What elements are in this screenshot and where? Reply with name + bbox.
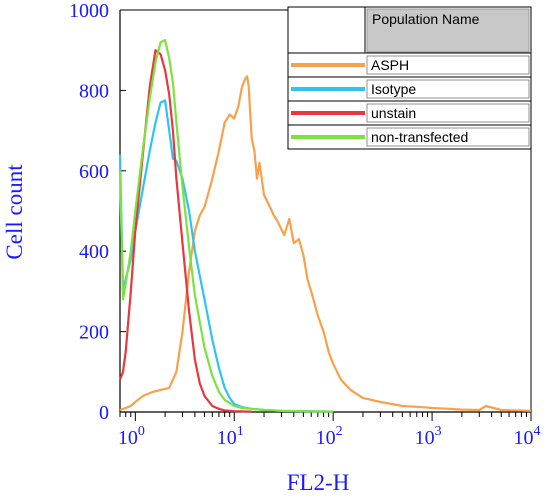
legend-header-cell	[366, 8, 530, 53]
legend-name-cell	[366, 79, 530, 99]
x-tick-label: 104	[514, 424, 541, 449]
legend-name-cell	[366, 103, 530, 123]
legend-name-cell	[366, 127, 530, 147]
legend: Population Name ASPH Isotype unstain non-tr…	[287, 6, 532, 150]
legend-label: Isotype	[371, 81, 416, 97]
y-tick-label: 1000	[69, 0, 109, 22]
legend-rows: ASPH Isotype unstain non-transfected	[287, 52, 532, 150]
x-tick-label: 100	[118, 424, 145, 449]
y-tick-label: 800	[79, 80, 109, 102]
legend-row	[287, 124, 532, 150]
x-axis-title: FL2-H	[287, 470, 350, 495]
y-tick-label: 600	[79, 161, 109, 183]
x-tick-label: 102	[316, 424, 343, 449]
x-tick-label: 101	[217, 424, 244, 449]
y-tick-label: 400	[79, 241, 109, 263]
legend-label: non-transfected	[371, 129, 468, 145]
legend-header-label: Population Name	[372, 11, 480, 27]
legend-name-cell	[366, 55, 530, 75]
y-tick-label: 0	[99, 402, 109, 424]
series-lines	[118, 38, 532, 413]
y-tick-label: 200	[79, 322, 109, 344]
series-line-unstain	[118, 49, 252, 413]
series-line-asph	[119, 75, 532, 412]
legend-label: unstain	[371, 105, 416, 121]
y-axis-ticks: 0 200 400 600 800 1000	[69, 0, 126, 424]
y-axis-title: Cell count	[2, 164, 27, 260]
x-axis-ticks: 100 101 102 103 104	[118, 412, 541, 449]
x-tick-label: 103	[415, 424, 442, 449]
legend-label: ASPH	[371, 57, 409, 73]
series-line-non-transfected	[118, 38, 334, 413]
